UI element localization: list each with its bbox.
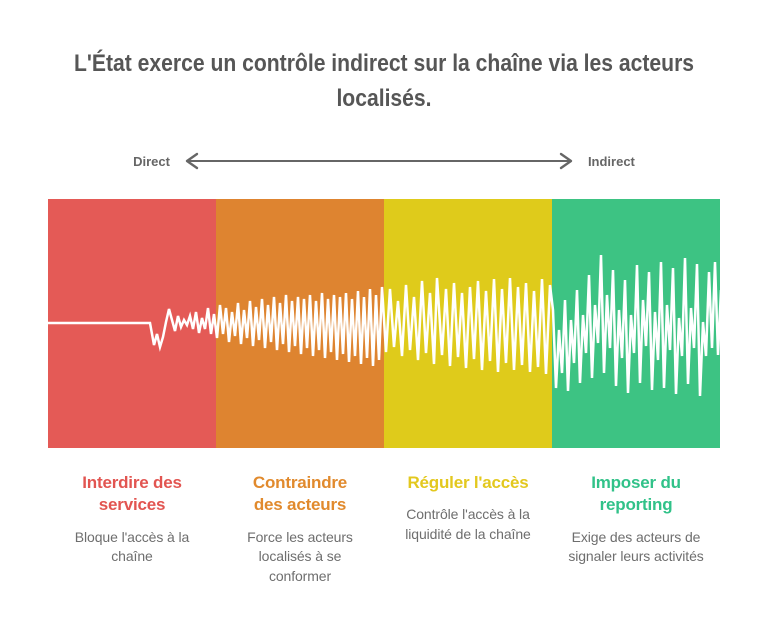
legend-columns: Interdire des services Bloque l'accès à la… [48, 472, 720, 586]
page-title: L'État exerce un contrôle indirect sur l… [0, 46, 768, 116]
legend-heading-interdire: Interdire des services [82, 473, 182, 515]
legend-contraindre: Contraindre des acteurs Force les acteurs … [216, 472, 384, 586]
axis-label-indirect: Indirect [587, 153, 635, 169]
axis-label-direct: Direct [133, 153, 170, 169]
legend-description-reguler: Contrôle l'accès à la liquidité de la ch… [405, 506, 531, 542]
band-interdire [48, 199, 216, 448]
legend-heading-contraindre: Contraindre des acteurs [252, 473, 348, 515]
legend-reguler: Réguler l'accès Contrôle l'accès à la liq… [384, 472, 552, 544]
band-strip [48, 199, 720, 448]
legend-imposer: Imposer du reporting Exige des acteurs de … [552, 472, 720, 567]
band-contraindre [216, 199, 384, 448]
legend-heading-reguler: Réguler l'accès [407, 473, 529, 492]
page-title-line1: L'État exerce un contrôle indirect sur l… [73, 50, 695, 77]
legend-description-imposer: Exige des acteurs de signaler leurs acti… [568, 528, 704, 565]
page-title-line2: localisés. [336, 85, 432, 112]
double-arrow-icon [185, 152, 573, 170]
legend-description-interdire: Bloque l'accès à la chaîne [74, 528, 190, 565]
legend-interdire: Interdire des services Bloque l'accès à la… [48, 472, 216, 567]
band-reguler [384, 199, 552, 448]
band-imposer [552, 199, 720, 448]
legend-description-contraindre: Force les acteurs localisés à se conform… [247, 528, 353, 584]
control-axis: Direct Indirect [0, 152, 768, 170]
legend-heading-imposer: Imposer du reporting [591, 473, 681, 515]
